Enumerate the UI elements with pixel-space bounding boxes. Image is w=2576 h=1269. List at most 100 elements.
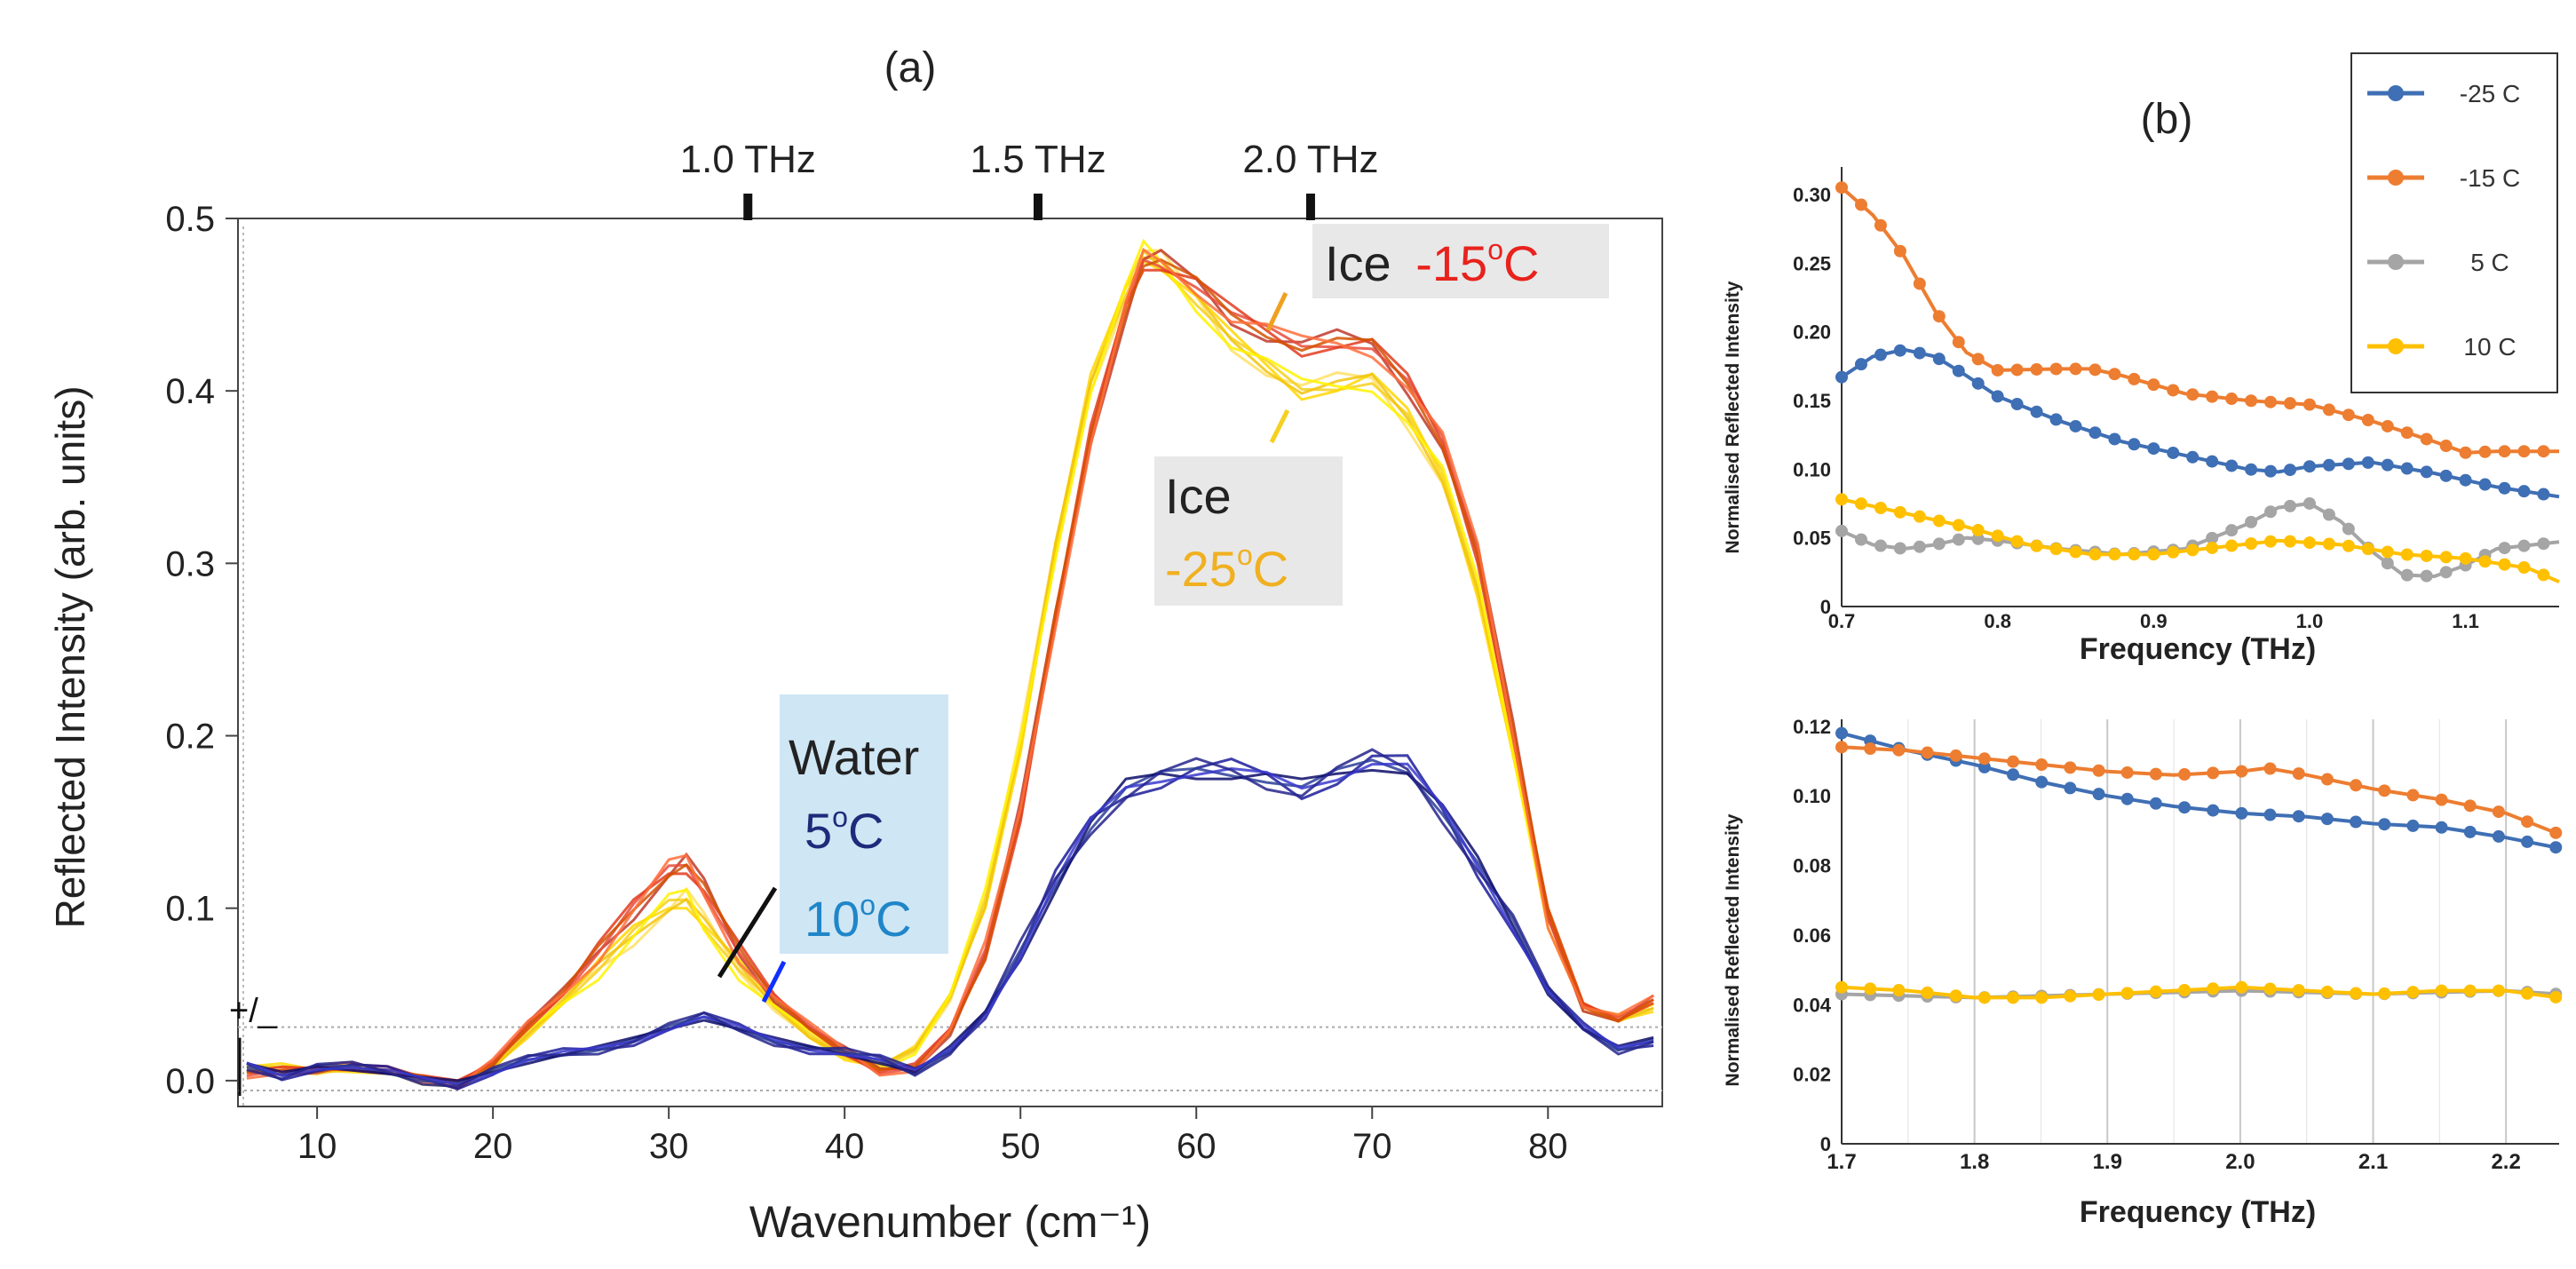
- series-point: [2292, 810, 2305, 823]
- series-point: [2284, 535, 2296, 548]
- series-point: [1952, 519, 1965, 532]
- series-point: [2400, 426, 2414, 440]
- series-point: [2235, 765, 2248, 778]
- annotation-water: Water 5oC 10oC: [717, 694, 948, 1003]
- series-point: [2264, 464, 2278, 478]
- series-point: [2292, 984, 2305, 997]
- panel-b-lower: 1.7 1.8 1.9 2.0 2.1 2.2 0 0.02 0.04 0.06 0.08 0.10…: [1723, 716, 2563, 1229]
- y-tick-label: 0.4: [165, 372, 215, 411]
- noise-band-label: +/_: [229, 993, 278, 1030]
- series-point: [2128, 548, 2141, 561]
- series-point: [2361, 414, 2374, 427]
- panel-a-title: (a): [884, 44, 937, 91]
- series-point: [2549, 841, 2563, 854]
- series-line-ice-25-c-1: [246, 249, 1654, 1085]
- series-point: [2186, 450, 2200, 464]
- series-point: [2149, 767, 2162, 781]
- series-point: [2284, 397, 2296, 410]
- x-tick-label: 1.9: [2093, 1150, 2122, 1174]
- series-point: [2010, 398, 2024, 411]
- series-point: [2303, 460, 2316, 473]
- series-point: [2517, 485, 2531, 498]
- y-tick-label: 0.10: [1793, 458, 1831, 480]
- series-point: [2549, 826, 2563, 839]
- series-line-ice-25-c-3: [246, 256, 1654, 1086]
- series-point: [2420, 432, 2433, 446]
- legend-swatch-dot: [2388, 338, 2404, 354]
- series-point: [2420, 549, 2433, 562]
- series-point: [1971, 377, 1985, 390]
- series-line--25-c: [1841, 731, 2560, 850]
- panel-a-series: [246, 238, 1654, 1091]
- series-point: [2492, 805, 2505, 819]
- top-axis-label: 1.5 THz: [970, 138, 1106, 181]
- series-line-ice-15-c-2: [246, 268, 1654, 1083]
- series-point: [2361, 456, 2374, 469]
- series-point: [2264, 505, 2278, 519]
- series-point: [2149, 985, 2162, 998]
- panel-a-plot-frame: [237, 218, 1663, 1107]
- x-tick-label: 1.1: [2452, 610, 2479, 632]
- series-point: [2225, 524, 2239, 537]
- x-tick-label: 2.1: [2358, 1150, 2388, 1174]
- panel-b-lower-x-axis: 1.7 1.8 1.9 2.0 2.1 2.2: [1827, 1150, 2521, 1174]
- series-point: [1991, 363, 2004, 377]
- series-point: [2463, 799, 2477, 813]
- series-point: [2207, 766, 2220, 780]
- series-point: [2064, 781, 2077, 795]
- series-point: [2537, 537, 2550, 551]
- series-point: [1991, 390, 2004, 403]
- series-point: [1978, 991, 1991, 1004]
- series-line-ice-25-c-4: [246, 238, 1654, 1088]
- y-tick-label: 0.1: [165, 890, 215, 929]
- series-point: [2263, 808, 2277, 821]
- series-point: [2521, 835, 2534, 848]
- series-point: [2120, 987, 2134, 1000]
- series-point: [2320, 985, 2334, 998]
- y-tick-label: 0.12: [1793, 716, 1831, 738]
- series-point: [1949, 989, 1962, 1003]
- panel-b-lower-y-label: Normalised Reflected Intensity: [1723, 813, 1743, 1086]
- series-point: [2320, 773, 2334, 786]
- legend-swatch-dot: [2388, 170, 2404, 186]
- panel-a-top-thz-axis: 1.0 THz 1.5 THz 2.0 THz: [680, 138, 1379, 220]
- panel-b-title: (b): [2141, 96, 2193, 143]
- series-point: [2517, 445, 2531, 458]
- series-point: [2521, 987, 2534, 1000]
- series-point: [2350, 779, 2363, 792]
- series-point: [2463, 825, 2477, 838]
- panel-a-x-label: Wavenumber (cm⁻¹): [749, 1197, 1151, 1247]
- series-point: [2147, 442, 2160, 456]
- annotation-ice-minus15: Ice -15oC: [1265, 224, 1609, 332]
- x-tick-label: 0.9: [2140, 610, 2168, 632]
- series-point: [2521, 815, 2534, 829]
- x-tick-label: 1.0: [2296, 610, 2324, 632]
- series-point: [2178, 983, 2192, 996]
- svg-text:Water: Water: [789, 729, 919, 785]
- series-point: [2284, 499, 2296, 512]
- series-point: [2361, 543, 2374, 556]
- x-tick-label: 1.8: [1960, 1150, 1989, 1174]
- series-point: [2010, 363, 2024, 377]
- y-tick-label: 0.15: [1793, 390, 1831, 412]
- series-point: [1978, 760, 1991, 773]
- series-point: [2263, 762, 2277, 775]
- x-tick-label: 30: [649, 1127, 689, 1166]
- series-point: [2108, 368, 2121, 381]
- x-tick-label: 10: [297, 1127, 337, 1166]
- legend-swatch-dot: [2388, 254, 2404, 270]
- series-point: [2264, 395, 2278, 408]
- series-point: [1835, 181, 1848, 194]
- series-point: [1835, 741, 1848, 754]
- x-tick-label: 2.2: [2491, 1150, 2520, 1174]
- series-point: [1893, 505, 1906, 519]
- y-tick-label: 0.5: [165, 200, 215, 239]
- svg-text:-25oC: -25oC: [1165, 539, 1288, 597]
- series-point: [2108, 548, 2121, 561]
- series-point: [2400, 568, 2414, 582]
- panel-b-legend: -25 C -15 C 5 C 10 C: [2350, 52, 2558, 393]
- series-point: [2207, 982, 2220, 995]
- series-point: [2498, 481, 2511, 495]
- series-point: [2010, 535, 2024, 548]
- series-point: [2108, 432, 2121, 446]
